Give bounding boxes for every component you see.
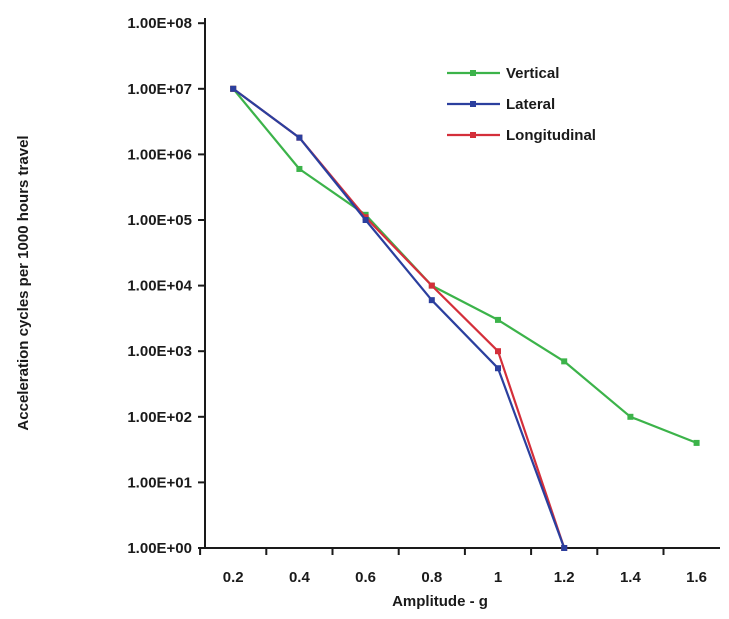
- y-tick-label: 1.00E+02: [127, 409, 192, 426]
- series-layer: [230, 85, 700, 551]
- legend-swatch-marker: [470, 70, 476, 76]
- data-point: [561, 358, 568, 365]
- x-tick-label: 0.8: [421, 569, 442, 586]
- data-point: [428, 282, 435, 289]
- x-tick-label: 0.6: [355, 569, 376, 586]
- y-axis-title: Acceleration cycles per 1000 hours trave…: [15, 135, 32, 430]
- legend-label: Lateral: [506, 96, 555, 113]
- series-lateral: [230, 85, 568, 551]
- legend-swatch-marker: [470, 101, 476, 107]
- y-tick-label: 1.00E+06: [127, 146, 192, 163]
- y-tick-label: 1.00E+00: [127, 540, 192, 557]
- data-point: [230, 85, 237, 92]
- x-tick-label: 1.4: [620, 569, 642, 586]
- legend-swatch-marker: [470, 132, 476, 138]
- data-point: [296, 134, 303, 141]
- y-tick-label: 1.00E+03: [127, 343, 192, 360]
- series-line: [232, 87, 566, 549]
- y-tick-label: 1.00E+07: [127, 81, 192, 98]
- y-tick-label: 1.00E+05: [127, 212, 192, 229]
- data-point: [428, 297, 435, 304]
- data-point: [561, 545, 568, 551]
- data-point: [296, 165, 303, 172]
- legend-item-lateral: Lateral: [447, 96, 555, 113]
- legend-label: Longitudinal: [506, 127, 596, 144]
- x-tick-label: 0.2: [223, 569, 244, 586]
- series-longitudinal: [230, 85, 568, 551]
- y-tick-label: 1.00E+08: [127, 15, 192, 32]
- legend-item-longitudinal: Longitudinal: [447, 127, 596, 144]
- data-point: [362, 217, 369, 223]
- x-tick-label: 1.6: [686, 569, 707, 586]
- x-tick-label: 1.2: [554, 569, 575, 586]
- data-point: [495, 365, 501, 372]
- x-axis-ticks: 0.2 0.4 0.6 0.8 1 1.2 1.4 1.6: [199, 548, 707, 586]
- legend: Vertical Lateral Longitudinal: [447, 65, 596, 144]
- legend-item-vertical: Vertical: [447, 65, 559, 82]
- x-axis-title: Amplitude - g: [392, 593, 488, 610]
- x-tick-label: 1: [494, 569, 502, 586]
- y-axis-ticks: 1.00E+00 1.00E+01 1.00E+02 1.00E+03 1.00E+04…: [127, 15, 205, 557]
- data-point: [495, 348, 501, 355]
- data-point: [495, 316, 501, 323]
- y-tick-label: 1.00E+04: [127, 278, 192, 295]
- y-tick-label: 1.00E+01: [127, 474, 192, 491]
- x-tick-label: 0.4: [289, 569, 311, 586]
- data-point: [627, 413, 634, 420]
- legend-label: Vertical: [506, 65, 559, 82]
- series-line: [232, 88, 698, 444]
- data-point: [693, 439, 700, 446]
- axes: [204, 18, 720, 549]
- series-line: [232, 87, 566, 549]
